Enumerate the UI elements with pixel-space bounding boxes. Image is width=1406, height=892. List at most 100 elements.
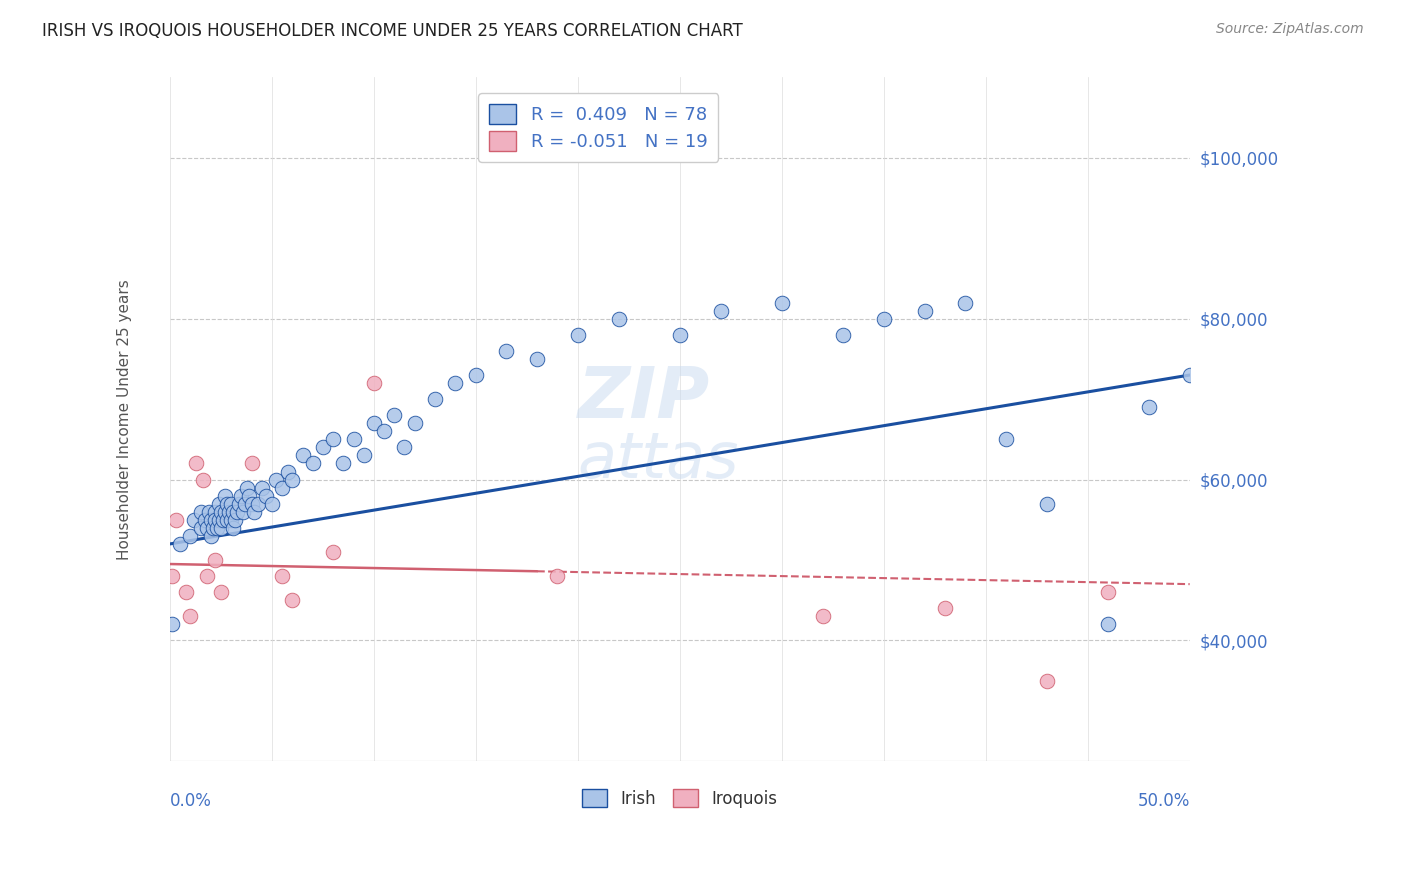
Point: [342, 433, 364, 447]
Point: [204, 505, 226, 519]
Point: [165, 513, 187, 527]
Text: Householder Income Under 25 years: Householder Income Under 25 years: [117, 279, 132, 559]
Point: [260, 497, 283, 511]
Point: [271, 481, 294, 495]
Point: [291, 449, 314, 463]
Point: [254, 489, 277, 503]
Point: [209, 505, 232, 519]
Point: [169, 537, 191, 551]
Point: [231, 489, 253, 503]
Point: [204, 513, 226, 527]
Point: [228, 497, 250, 511]
Point: [811, 609, 834, 624]
Point: [301, 457, 323, 471]
Point: [423, 392, 446, 406]
Point: [208, 497, 231, 511]
Point: [277, 465, 299, 479]
Point: [224, 513, 246, 527]
Point: [179, 609, 201, 624]
Point: [312, 441, 335, 455]
Point: [710, 303, 733, 318]
Point: [281, 593, 304, 607]
Point: [218, 505, 240, 519]
Point: [246, 497, 269, 511]
Point: [363, 417, 385, 431]
Point: [214, 505, 236, 519]
Point: [607, 311, 630, 326]
Point: [226, 505, 249, 519]
Point: [770, 295, 793, 310]
Point: [235, 497, 257, 511]
Point: [567, 327, 589, 342]
Point: [205, 521, 228, 535]
Point: [353, 449, 375, 463]
Point: [212, 513, 235, 527]
Point: [1178, 368, 1201, 382]
Point: [240, 497, 263, 511]
Point: [195, 569, 218, 583]
Point: [160, 569, 183, 583]
Point: [242, 505, 264, 519]
Point: [1137, 400, 1160, 414]
Point: [190, 521, 212, 535]
Point: [160, 617, 183, 632]
Point: [464, 368, 486, 382]
Point: [179, 529, 201, 543]
Point: [669, 327, 692, 342]
Point: [186, 457, 208, 471]
Point: [281, 473, 304, 487]
Point: [914, 303, 936, 318]
Point: [232, 505, 254, 519]
Text: Source: ZipAtlas.com: Source: ZipAtlas.com: [1216, 22, 1364, 37]
Point: [238, 489, 260, 503]
Point: [219, 513, 242, 527]
Point: [183, 513, 205, 527]
Point: [546, 569, 568, 583]
Point: [1097, 617, 1119, 632]
Point: [526, 351, 548, 366]
Point: [190, 505, 212, 519]
Point: [995, 433, 1018, 447]
Point: [264, 473, 287, 487]
Legend: Irish, Iroquois: Irish, Iroquois: [575, 783, 785, 814]
Point: [240, 457, 263, 471]
Point: [236, 481, 259, 495]
Point: [363, 376, 385, 390]
Point: [209, 585, 232, 599]
Point: [195, 521, 218, 535]
Point: [191, 473, 214, 487]
Point: [214, 489, 236, 503]
Point: [222, 505, 245, 519]
Point: [1036, 673, 1059, 688]
Point: [219, 497, 242, 511]
Point: [394, 441, 416, 455]
Point: [495, 343, 517, 358]
Point: [271, 569, 294, 583]
Point: [215, 497, 238, 511]
Point: [873, 311, 896, 326]
Point: [174, 585, 197, 599]
Point: [208, 513, 231, 527]
Point: [322, 545, 344, 559]
Point: [332, 457, 354, 471]
Point: [200, 513, 222, 527]
Point: [209, 521, 232, 535]
Point: [955, 295, 977, 310]
Text: IRISH VS IROQUOIS HOUSEHOLDER INCOME UNDER 25 YEARS CORRELATION CHART: IRISH VS IROQUOIS HOUSEHOLDER INCOME UND…: [42, 22, 742, 40]
Point: [444, 376, 467, 390]
Text: 50.0%: 50.0%: [1137, 791, 1189, 810]
Point: [197, 505, 219, 519]
Point: [382, 409, 405, 423]
Point: [934, 601, 956, 615]
Point: [373, 425, 395, 439]
Text: attas: attas: [578, 429, 740, 491]
Point: [222, 521, 245, 535]
Point: [404, 417, 426, 431]
Text: ZIP: ZIP: [578, 364, 710, 434]
Point: [215, 513, 238, 527]
Point: [200, 529, 222, 543]
Point: [194, 513, 217, 527]
Point: [204, 553, 226, 567]
Point: [832, 327, 855, 342]
Point: [322, 433, 344, 447]
